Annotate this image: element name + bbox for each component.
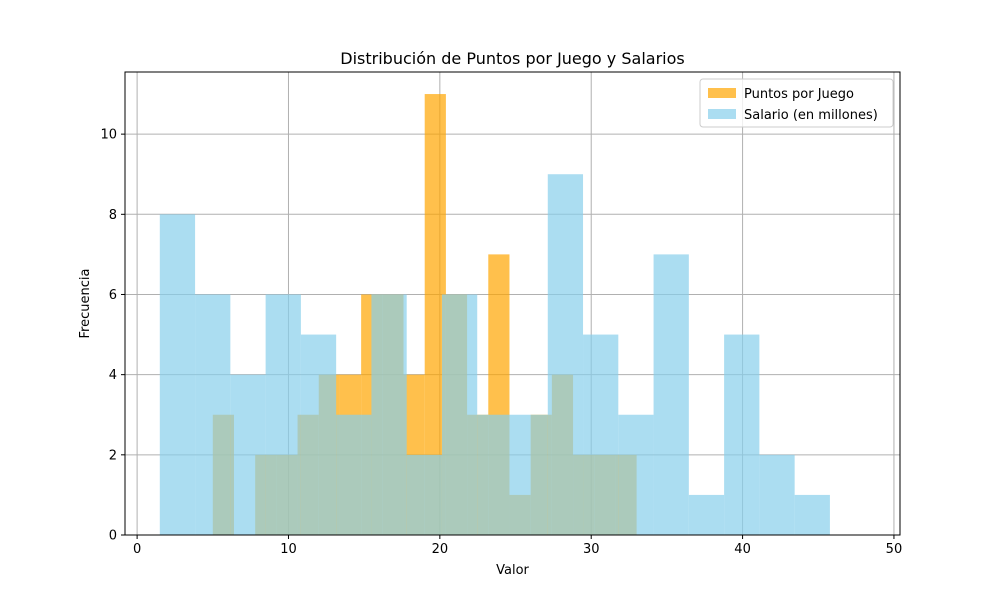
y-axis-ticks: 0 2 4 6 8 10 — [100, 128, 125, 544]
x-tick-label: 40 — [734, 542, 751, 557]
chart-title: Distribución de Puntos por Juego y Salar… — [340, 49, 684, 68]
histogram-bar-series-1 — [759, 454, 795, 535]
x-tick-label: 20 — [432, 542, 449, 557]
histogram-bar-series-1 — [336, 414, 372, 535]
y-tick-label: 10 — [100, 128, 117, 143]
legend: Puntos por Juego Salario (en millones) — [699, 78, 894, 128]
legend-label-puntos: Puntos por Juego — [744, 87, 854, 102]
y-tick-label: 4 — [109, 368, 117, 383]
histogram-bar-series-1 — [371, 294, 407, 535]
histogram-bar-series-1 — [547, 174, 584, 536]
legend-label-salario: Salario (en millones) — [744, 108, 878, 123]
histogram-bar-series-0 — [424, 94, 446, 536]
histogram-bar-series-1 — [688, 494, 725, 535]
histogram-bar-series-1 — [583, 334, 619, 535]
x-tick-label: 30 — [583, 542, 600, 557]
histogram-bar-series-1 — [230, 374, 266, 535]
histogram-bar-series-1 — [195, 294, 231, 535]
y-tick-label: 8 — [109, 208, 117, 223]
histogram-bar-series-1 — [406, 454, 442, 535]
legend-swatch-puntos — [708, 88, 736, 98]
histogram-bar-series-1 — [794, 494, 830, 535]
y-axis-label: Frecuencia — [78, 269, 93, 339]
histogram-bar-series-1 — [159, 214, 196, 535]
histogram-bar-series-1 — [300, 334, 337, 535]
histogram-bar-series-1 — [477, 414, 513, 535]
y-tick-label: 2 — [109, 448, 117, 463]
x-axis-ticks: 0 10 20 30 40 50 — [133, 535, 902, 557]
y-tick-label: 0 — [109, 529, 117, 544]
histogram-bar-series-1 — [724, 334, 760, 535]
legend-swatch-salario — [708, 109, 736, 119]
histogram-bars — [159, 94, 830, 536]
histogram-bar-series-1 — [653, 254, 689, 536]
y-tick-label: 6 — [109, 288, 117, 303]
legend-box — [699, 78, 894, 128]
plot-frame — [124, 71, 901, 536]
x-tick-label: 10 — [280, 542, 297, 557]
x-axis-label: Valor — [496, 563, 529, 578]
histogram-bar-series-1 — [618, 414, 654, 535]
histogram-bar-series-1 — [441, 294, 478, 535]
x-tick-label: 0 — [133, 542, 141, 557]
histogram-bar-series-1 — [265, 294, 301, 535]
histogram-bar-series-1 — [512, 414, 548, 535]
x-tick-label: 50 — [886, 542, 903, 557]
